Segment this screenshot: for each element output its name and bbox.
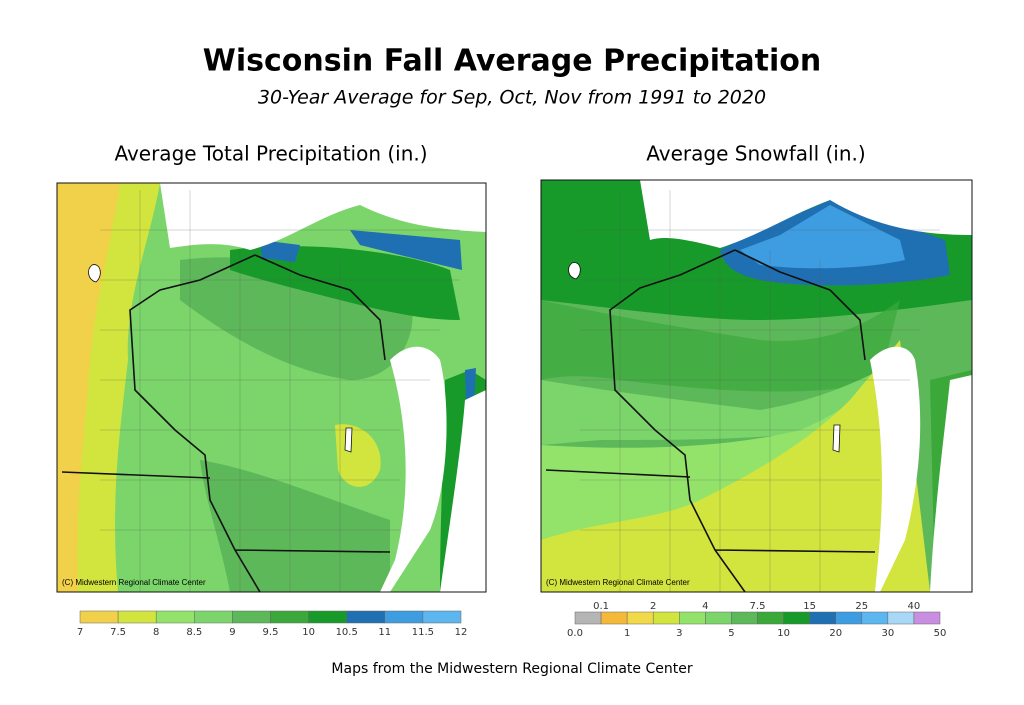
legend-label: 1 [624,628,630,639]
legend-swatch [574,611,602,625]
legend-label: 9 [229,627,235,638]
legend-swatch [346,610,386,624]
legend-label: 15 [803,601,816,612]
legend-label: 7.5 [110,627,126,638]
subtitle: 30-Year Average for Sep, Oct, Nov from 1… [258,87,766,109]
legend-swatch [783,611,810,625]
legend-swatch [731,611,758,625]
legend-label: 10 [777,628,790,639]
legend-label: 10 [302,627,315,638]
legend-swatch [913,611,941,625]
legend-label: 9.5 [263,627,279,638]
legend-label: 0.0 [567,628,583,639]
legend-swatch [232,610,271,624]
legend-swatch [384,610,424,624]
legend-label: 3 [676,628,682,639]
legend-label: 0.1 [593,601,609,612]
legend-swatch [809,611,836,625]
credit: (C) Midwestern Regional Climate Center [62,578,206,587]
legend-label: 7 [77,627,83,638]
legend-swatch [422,610,462,624]
credit: (C) Midwestern Regional Climate Center [546,578,690,587]
legend-swatch [626,611,654,625]
legend-swatch [194,610,233,624]
legend-swatch [679,611,706,625]
legend-label: 25 [855,601,868,612]
legend-swatch [835,611,863,625]
legend-swatch [600,611,628,625]
footer: Maps from the Midwestern Regional Climat… [331,661,692,677]
legend-swatch [861,611,889,625]
legend-label: 8 [153,627,159,638]
legend-swatch [652,611,680,625]
legend-swatch [887,611,915,625]
legend-swatch [155,610,195,624]
legend-swatch [308,610,347,624]
map-frame [540,179,973,593]
legend-swatch [79,610,119,624]
legend-swatch [705,611,732,625]
legend-swatch [117,610,157,624]
legend-label: 4 [702,601,708,612]
legend-label: 7.5 [750,601,766,612]
legend-label: 11 [378,627,391,638]
legend-label: 12 [455,627,468,638]
map-title: Average Snowfall (in.) [646,142,865,166]
legend-label: 40 [908,601,921,612]
legend-label: 20 [829,628,842,639]
snow-map [541,180,972,592]
legend-swatch [757,611,784,625]
map-frame [56,182,487,593]
legend-label: 2 [650,601,656,612]
map-title: Average Total Precipitation (in.) [114,142,427,166]
title: Wisconsin Fall Average Precipitation [203,44,821,79]
legend-swatch [270,610,309,624]
legend-label: 5 [728,628,734,639]
precip-map [57,183,486,592]
legend-label: 11.5 [412,627,434,638]
legend-label: 10.5 [336,627,358,638]
legend-label: 8.5 [186,627,202,638]
legend-label: 30 [881,628,894,639]
legend-label: 50 [934,628,947,639]
